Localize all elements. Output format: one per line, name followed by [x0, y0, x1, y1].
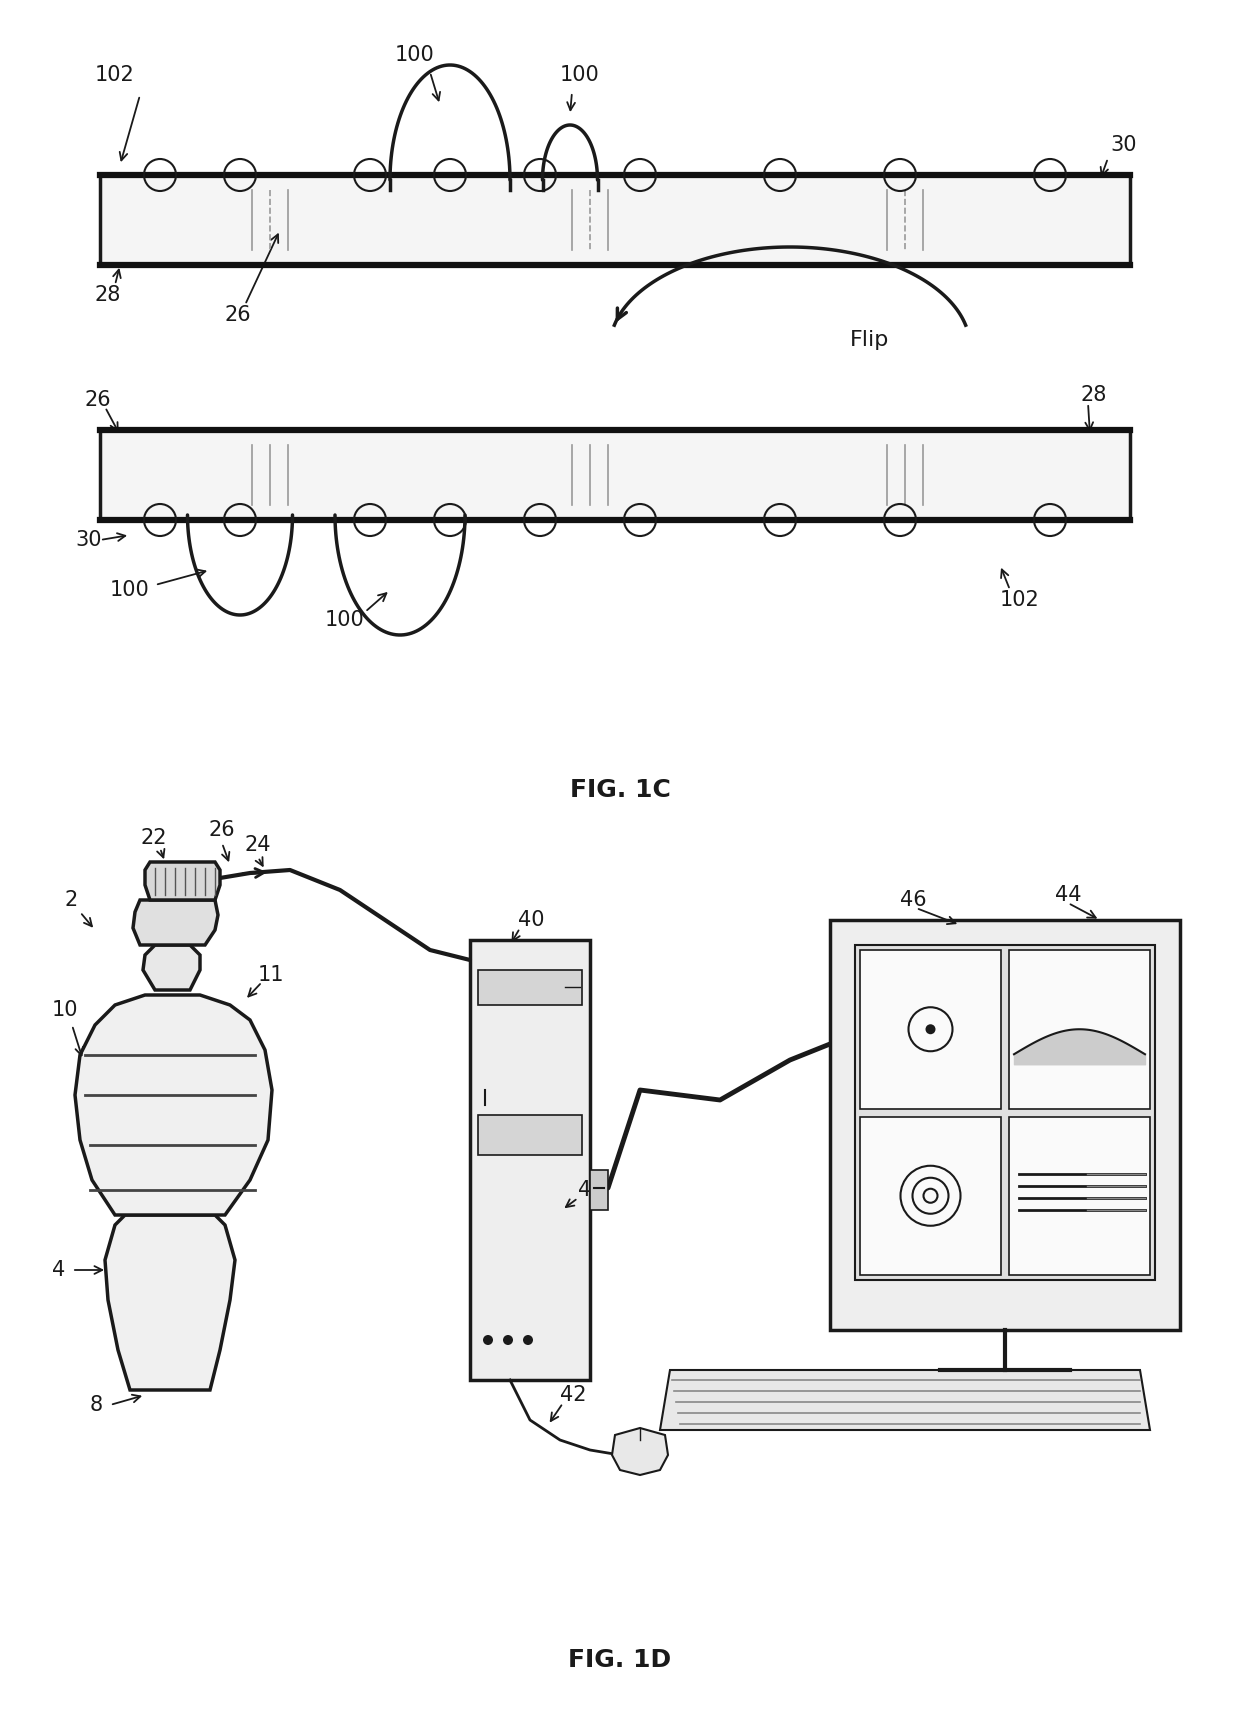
Polygon shape [590, 1170, 608, 1209]
Circle shape [484, 1335, 494, 1345]
Polygon shape [477, 970, 582, 1004]
Text: 28: 28 [1080, 385, 1106, 404]
Text: 26: 26 [208, 820, 234, 839]
Polygon shape [613, 1428, 668, 1476]
Text: 30: 30 [1110, 134, 1137, 155]
Polygon shape [1009, 1116, 1149, 1275]
Text: 2: 2 [64, 889, 78, 910]
Polygon shape [477, 1115, 582, 1156]
Polygon shape [861, 1116, 1001, 1275]
Polygon shape [100, 175, 1130, 265]
Polygon shape [470, 941, 590, 1379]
Text: FIG. 1D: FIG. 1D [568, 1648, 672, 1672]
Polygon shape [74, 994, 272, 1214]
Text: 8: 8 [91, 1395, 103, 1416]
Polygon shape [105, 1214, 236, 1390]
Text: FIG. 1C: FIG. 1C [569, 777, 671, 802]
Text: 100: 100 [325, 611, 365, 630]
Text: 102: 102 [999, 590, 1040, 611]
Text: 26: 26 [86, 390, 112, 409]
Text: 26: 26 [224, 304, 252, 325]
Text: 40: 40 [518, 910, 544, 931]
Text: 11: 11 [258, 965, 284, 986]
Polygon shape [145, 862, 219, 900]
Polygon shape [660, 1371, 1149, 1429]
Text: 44: 44 [1055, 886, 1081, 905]
Polygon shape [133, 900, 218, 944]
Text: 30: 30 [74, 530, 102, 550]
Text: 42: 42 [560, 1385, 587, 1405]
Polygon shape [830, 920, 1180, 1330]
Polygon shape [856, 944, 1154, 1280]
Polygon shape [143, 944, 200, 991]
Text: 100: 100 [110, 580, 150, 600]
Text: 22: 22 [140, 827, 166, 848]
Text: 4: 4 [52, 1261, 66, 1280]
Polygon shape [861, 949, 1001, 1108]
Text: 102: 102 [95, 65, 135, 84]
Text: 100: 100 [560, 65, 600, 84]
Text: 42: 42 [578, 1180, 605, 1201]
Text: 10: 10 [52, 999, 78, 1020]
Polygon shape [100, 430, 1130, 519]
Text: 24: 24 [246, 834, 272, 855]
Circle shape [503, 1335, 513, 1345]
Text: Flip: Flip [849, 330, 889, 349]
Text: 100: 100 [396, 45, 435, 65]
Text: 46: 46 [900, 889, 926, 910]
Circle shape [925, 1023, 935, 1034]
Polygon shape [1009, 949, 1149, 1108]
Text: 28: 28 [95, 286, 122, 304]
Circle shape [523, 1335, 533, 1345]
